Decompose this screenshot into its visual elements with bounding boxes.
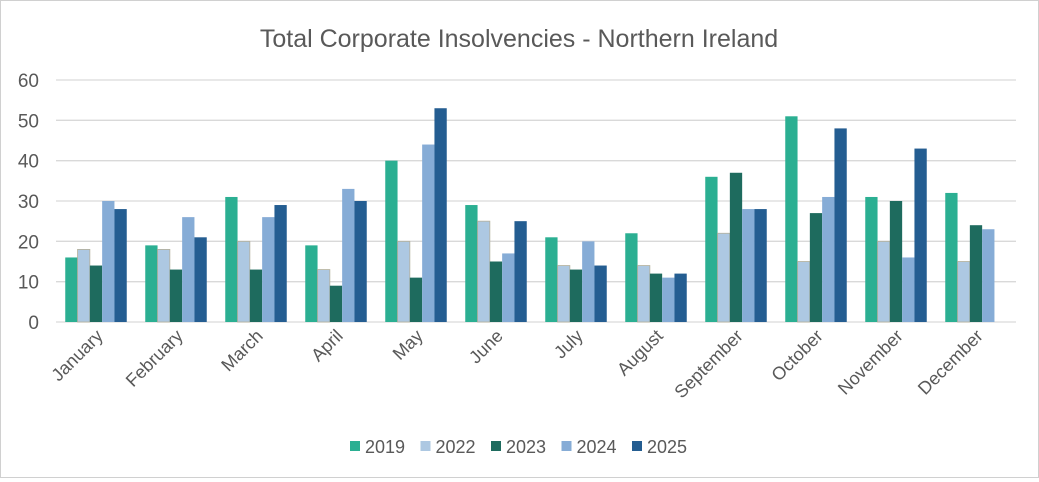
bar-2025-october — [834, 128, 847, 322]
bar-2019-june — [465, 205, 478, 322]
bar-2023-december — [969, 225, 983, 322]
legend-item-2019: 2019 — [350, 437, 405, 457]
bar-2022-december — [957, 261, 971, 323]
legend-label: 2024 — [577, 437, 617, 457]
bar-2024-february — [182, 217, 195, 322]
legend-swatch — [420, 441, 431, 451]
bar-2025-august — [674, 273, 687, 322]
bar-2019-september — [705, 176, 718, 322]
x-tick-label: April — [307, 326, 347, 366]
x-tick-label: September — [670, 326, 746, 402]
bar-2025-april — [354, 201, 367, 322]
bar-2023-august — [649, 273, 663, 322]
bar-2024-december — [982, 229, 995, 322]
bar-2025-february — [194, 237, 207, 322]
bar-2019-august — [625, 233, 638, 322]
x-tick-label: June — [465, 326, 507, 368]
bar-2019-october — [785, 116, 798, 322]
bar-2025-september — [754, 209, 767, 322]
bar-2022-july — [557, 265, 571, 323]
bar-2019-january — [65, 257, 78, 322]
legend-item-2022: 2022 — [420, 437, 476, 457]
bar-2022-april — [317, 269, 331, 323]
y-tick-label: 30 — [18, 192, 39, 213]
bar-2023-june — [489, 261, 503, 322]
bar-2024-may — [422, 144, 435, 322]
x-tick-label: February — [122, 326, 187, 391]
bar-2023-january — [89, 265, 103, 322]
legend-swatch — [491, 441, 501, 451]
bar-2019-may — [385, 160, 398, 322]
bar-2025-january — [114, 209, 127, 322]
bar-2024-september — [742, 209, 755, 322]
bar-2023-october — [809, 213, 823, 322]
bar-2024-october — [822, 196, 835, 322]
bar-2019-april — [305, 245, 318, 322]
y-tick-label: 40 — [18, 152, 39, 173]
bar-2024-april — [342, 188, 355, 322]
bar-2023-september — [729, 172, 743, 322]
legend-swatch — [561, 441, 572, 451]
bar-2022-june — [477, 220, 491, 323]
y-tick-label: 10 — [18, 273, 39, 294]
bar-2024-july — [582, 241, 595, 322]
bar-2022-november — [877, 240, 891, 323]
bar-2023-november — [889, 201, 903, 322]
bar-2023-april — [329, 285, 343, 322]
chart-title: Total Corporate Insolvencies - Northern … — [260, 25, 778, 53]
bar-2022-october — [797, 261, 811, 323]
x-tick-label: December — [914, 326, 987, 399]
bar-2019-december — [945, 192, 958, 322]
x-tick-label: March — [217, 326, 267, 376]
legend-item-2025: 2025 — [632, 437, 687, 457]
y-tick-label: 60 — [18, 71, 39, 92]
bar-2019-july — [545, 237, 558, 322]
bar-2025-march — [274, 205, 287, 322]
y-tick-label: 50 — [18, 111, 39, 132]
bar-2025-july — [594, 265, 607, 322]
bar-2024-august — [662, 277, 675, 322]
bar-2022-september — [717, 232, 731, 323]
legend-item-2023: 2023 — [491, 437, 546, 457]
bar-2024-january — [102, 201, 115, 322]
x-tick-label: August — [613, 326, 667, 380]
bar-2022-march — [237, 240, 251, 323]
bar-2019-february — [145, 245, 158, 322]
x-tick-label: May — [389, 326, 427, 364]
bar-2022-august — [637, 265, 651, 323]
bar-2024-november — [902, 257, 915, 322]
legend-swatch — [350, 441, 360, 451]
y-tick-label: 0 — [28, 313, 39, 334]
bar-2025-november — [914, 148, 927, 322]
bar-2019-november — [865, 196, 878, 322]
bar-2023-july — [569, 269, 583, 322]
legend-label: 2023 — [506, 437, 546, 457]
bar-2023-may — [409, 277, 423, 322]
x-tick-label: November — [834, 326, 907, 399]
legend-label: 2019 — [365, 437, 405, 457]
bar-2025-june — [514, 221, 527, 322]
legend-swatch — [632, 441, 642, 451]
bar-2024-march — [262, 217, 275, 322]
bar-2022-january — [77, 248, 91, 323]
legend-label: 2025 — [647, 437, 687, 457]
bar-2023-february — [169, 269, 183, 322]
x-tick-label: July — [550, 326, 587, 363]
legend-item-2024: 2024 — [561, 437, 617, 457]
bar-2025-may — [434, 108, 447, 322]
x-tick-label: January — [47, 326, 106, 385]
bar-2019-march — [225, 196, 238, 322]
bar-2024-june — [502, 253, 515, 322]
x-tick-label: October — [767, 326, 826, 385]
bar-2023-march — [249, 269, 263, 322]
bar-2022-february — [157, 248, 171, 323]
bar-2022-may — [397, 240, 411, 323]
legend-label: 2022 — [436, 437, 476, 457]
y-tick-label: 20 — [18, 232, 39, 253]
